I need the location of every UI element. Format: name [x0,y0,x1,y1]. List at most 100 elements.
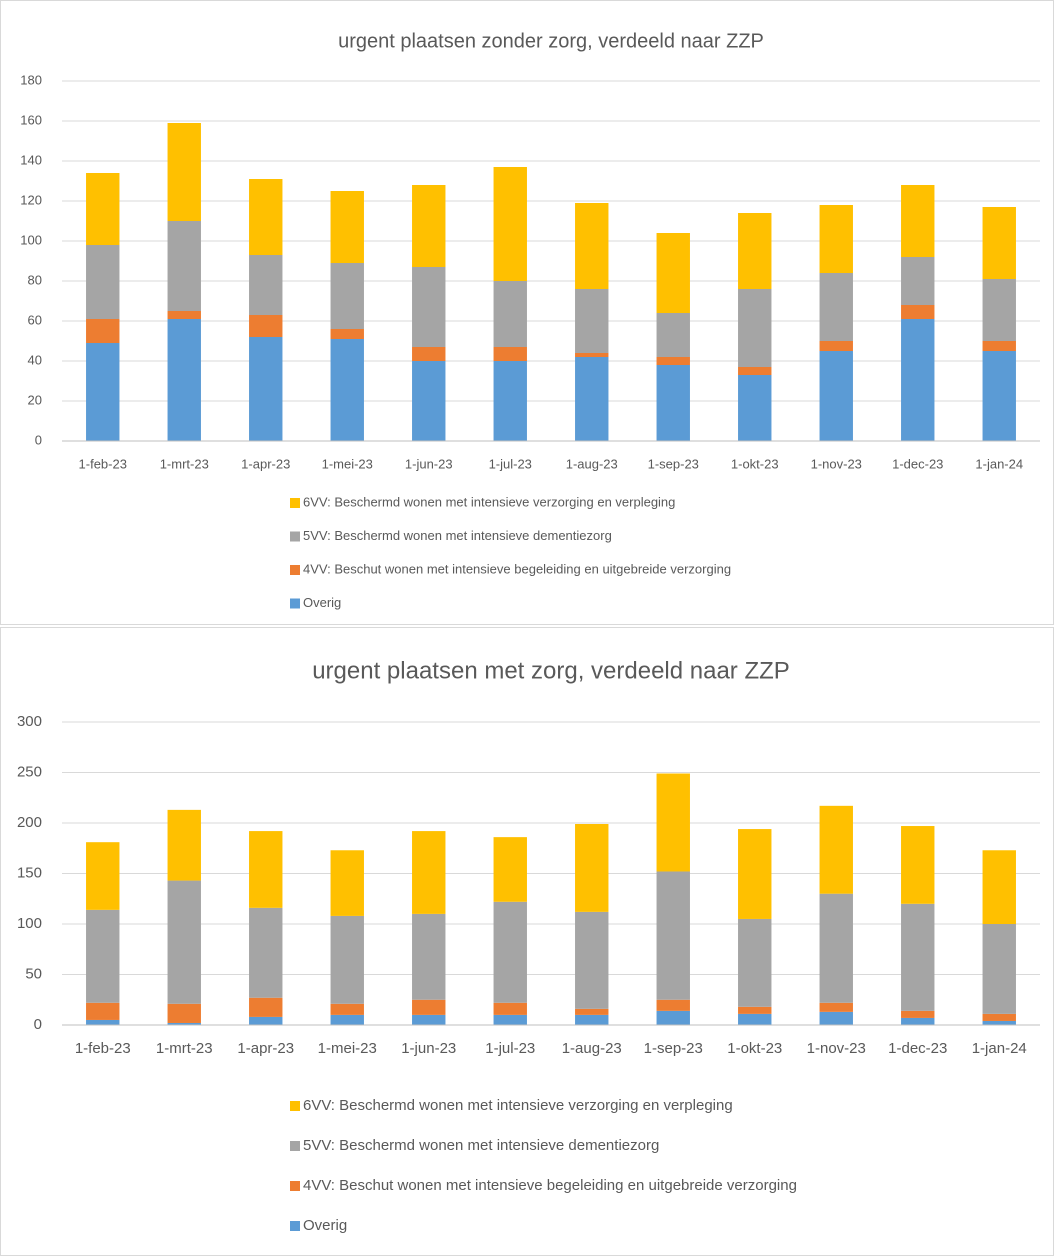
chart-title: urgent plaatsen zonder zorg, verdeeld na… [338,30,764,52]
bar-segment [738,829,772,919]
bar-segment [656,871,690,1000]
legend-swatch [290,531,300,542]
x-tick-label: 1-dec-23 [892,456,943,471]
x-tick-label: 1-feb-23 [75,1040,131,1057]
x-tick-label: 1-jan-24 [972,1040,1027,1057]
y-tick-label: 40 [28,352,42,367]
y-tick-label: 100 [17,915,42,932]
legend-label: 4VV: Beschut wonen met intensieve begele… [303,1177,797,1194]
bar-segment [819,893,853,1003]
bar-segment [982,1020,1016,1025]
y-tick-label: 140 [20,152,42,167]
bar-segment [493,347,527,361]
bar-segment [575,357,609,441]
x-tick-label: 1-sep-23 [648,456,699,471]
bar-segment [167,1003,201,1023]
bar-segment [86,1019,120,1025]
x-tick-label: 1-jun-23 [401,1040,456,1057]
bar-segment [249,907,283,998]
y-tick-label: 80 [28,272,42,287]
y-tick-label: 60 [28,312,42,327]
x-tick-label: 1-aug-23 [566,456,618,471]
x-tick-label: 1-sep-23 [644,1040,703,1057]
bar-segment [412,1014,446,1025]
bar-segment [412,267,446,347]
bar-segment [330,1014,364,1025]
bar-segment [575,353,609,357]
bar-segment [656,773,690,872]
x-tick-label: 1-dec-23 [888,1040,947,1057]
legend-swatch [290,598,300,609]
y-tick-label: 180 [20,72,42,87]
bar-segment [412,185,446,267]
x-tick-label: 1-apr-23 [241,456,290,471]
x-tick-label: 1-jul-23 [485,1040,535,1057]
bar-segment [982,850,1016,924]
bar-segment [819,341,853,351]
bar-segment [249,831,283,908]
bar-segment [167,311,201,319]
legend-swatch [290,1221,300,1231]
x-tick-label: 1-jan-24 [975,456,1023,471]
y-tick-label: 50 [25,965,42,982]
bar-segment [656,233,690,313]
legend-label: 4VV: Beschut wonen met intensieve begele… [303,561,731,576]
y-tick-label: 20 [28,392,42,407]
bar-segment [86,319,120,343]
x-tick-label: 1-aug-23 [562,1040,622,1057]
bar-segment [330,191,364,263]
bar-segment [86,1002,120,1020]
bar-segment [656,1010,690,1025]
bar-segment [738,213,772,289]
bar-segment [819,1011,853,1025]
y-tick-label: 300 [17,713,42,730]
x-tick-label: 1-feb-23 [79,456,127,471]
bar-segment [249,179,283,255]
y-tick-label: 250 [17,763,42,780]
bar-segment [982,924,1016,1014]
bar-segment [982,351,1016,441]
y-tick-label: 100 [20,232,42,247]
x-tick-label: 1-apr-23 [237,1040,294,1057]
bar-segment [982,279,1016,341]
bar-segment [167,319,201,441]
y-tick-label: 120 [20,192,42,207]
bar-segment [819,205,853,273]
legend-swatch [290,1181,300,1191]
y-tick-label: 150 [17,864,42,881]
x-tick-label: 1-jul-23 [489,456,532,471]
x-tick-label: 1-mei-23 [322,456,373,471]
bar-segment [819,273,853,341]
x-tick-label: 1-nov-23 [807,1040,866,1057]
bar-segment [167,221,201,311]
bar-segment [167,809,201,881]
legend-label: Overig [303,1217,347,1234]
bar-segment [738,918,772,1007]
bar-segment [249,255,283,315]
bar-segment [656,999,690,1011]
bar-segment [901,826,935,904]
bar-segment [249,997,283,1017]
legend-swatch [290,498,300,508]
bar-segment [901,1010,935,1018]
bar-segment [330,1003,364,1015]
legend-label: 6VV: Beschermd wonen met intensieve verz… [303,494,675,509]
x-tick-label: 1-mrt-23 [160,456,209,471]
bar-segment [819,805,853,894]
bar-segment [493,361,527,441]
y-tick-label: 0 [35,432,42,447]
bar-segment [86,245,120,319]
bar-segment [982,341,1016,351]
bar-segment [86,909,120,1003]
bar-segment [982,1013,1016,1021]
bar-segment [575,824,609,912]
bar-segment [575,203,609,289]
bar-segment [575,1014,609,1025]
chart-title: urgent plaatsen met zorg, verdeeld naar … [312,657,790,684]
bar-segment [493,167,527,281]
bar-segment [86,343,120,441]
bar-segment [901,257,935,305]
bar-segment [819,351,853,441]
x-tick-label: 1-nov-23 [811,456,862,471]
